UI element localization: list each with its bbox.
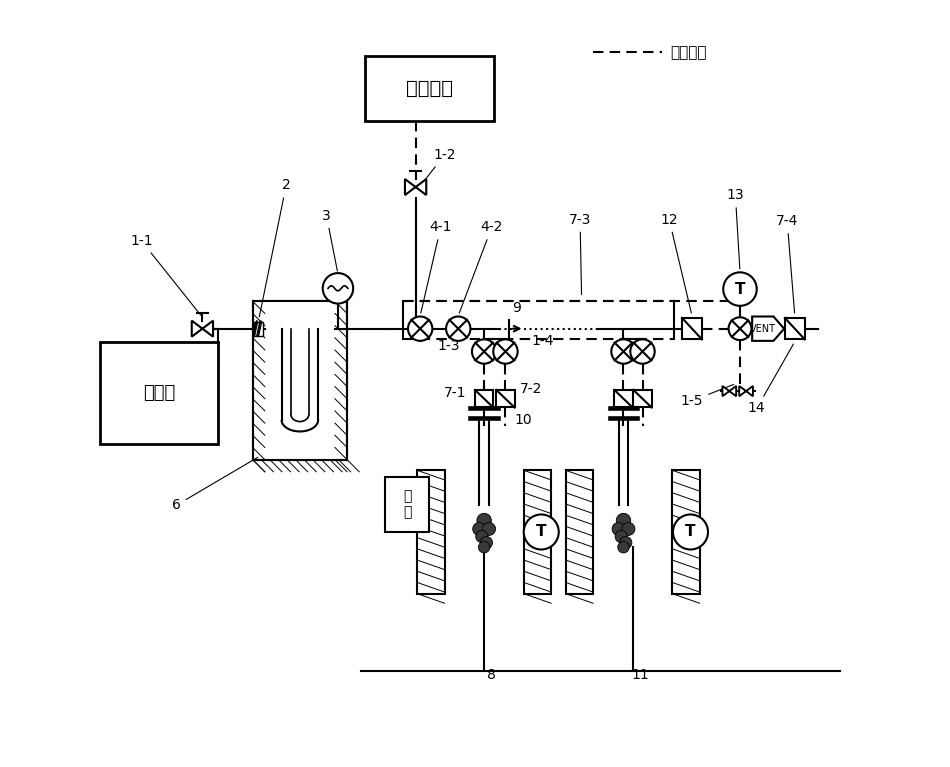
Text: 配气系统: 配气系统	[406, 79, 453, 98]
Text: 光
源: 光 源	[403, 489, 411, 520]
Text: 14: 14	[748, 344, 793, 416]
Bar	[634, 390, 652, 407]
Text: 5: 5	[325, 331, 333, 344]
Text: 10: 10	[515, 413, 533, 427]
Bar	[673, 470, 699, 594]
Circle shape	[615, 531, 627, 542]
Text: T: T	[734, 281, 745, 297]
Circle shape	[523, 515, 559, 549]
Circle shape	[619, 537, 632, 548]
Polygon shape	[722, 386, 736, 397]
Bar	[496, 390, 515, 407]
Circle shape	[631, 339, 655, 364]
Text: 7-3: 7-3	[569, 212, 591, 295]
Text: 11: 11	[632, 668, 649, 682]
Text: 真空泵: 真空泵	[143, 384, 176, 402]
Text: VENT: VENT	[750, 324, 776, 334]
Text: 6: 6	[172, 457, 257, 512]
Text: 7-1: 7-1	[444, 387, 466, 400]
Text: 8: 8	[487, 668, 496, 682]
Text: 2: 2	[259, 179, 291, 317]
Text: 7-2: 7-2	[521, 383, 542, 397]
Bar	[475, 390, 493, 407]
Bar	[785, 318, 805, 339]
Circle shape	[446, 317, 470, 341]
Circle shape	[473, 522, 485, 535]
Bar	[265, 301, 335, 459]
Text: 4-1: 4-1	[421, 220, 452, 313]
Bar	[565, 470, 593, 594]
Text: 7-4: 7-4	[776, 214, 798, 313]
Text: 1-5: 1-5	[681, 384, 733, 408]
Text: T: T	[685, 525, 695, 539]
Bar	[615, 390, 633, 407]
Circle shape	[493, 339, 518, 364]
Text: 13: 13	[727, 188, 744, 268]
Circle shape	[408, 317, 432, 341]
Circle shape	[483, 522, 496, 535]
Bar	[253, 301, 347, 459]
Circle shape	[622, 522, 635, 535]
Bar	[385, 477, 429, 532]
Circle shape	[673, 515, 708, 549]
Polygon shape	[405, 179, 427, 195]
Circle shape	[323, 273, 353, 304]
Polygon shape	[192, 321, 213, 337]
Circle shape	[723, 272, 757, 306]
Circle shape	[617, 513, 631, 528]
Circle shape	[477, 513, 491, 528]
Circle shape	[618, 542, 629, 553]
Bar	[255, 322, 263, 335]
Circle shape	[476, 531, 488, 542]
Text: 1-3: 1-3	[437, 339, 460, 353]
Text: 1-4: 1-4	[531, 334, 554, 348]
Bar	[365, 56, 494, 120]
Polygon shape	[739, 386, 753, 397]
Bar	[101, 341, 218, 444]
Circle shape	[481, 537, 492, 548]
Text: 保温管线: 保温管线	[671, 44, 707, 60]
Text: 9: 9	[512, 301, 522, 315]
Text: 12: 12	[660, 212, 692, 313]
Bar	[253, 301, 347, 459]
Circle shape	[729, 318, 751, 340]
Text: 1-1: 1-1	[130, 234, 200, 315]
Bar	[682, 318, 702, 339]
Text: T: T	[536, 525, 546, 539]
Bar	[523, 470, 551, 594]
Circle shape	[611, 339, 636, 364]
Text: 3: 3	[322, 209, 337, 271]
Text: 1-2: 1-2	[421, 148, 456, 185]
Text: 4-2: 4-2	[459, 220, 503, 313]
Polygon shape	[752, 317, 784, 341]
Circle shape	[472, 339, 496, 364]
Circle shape	[479, 542, 490, 553]
Circle shape	[612, 522, 625, 535]
Bar	[417, 470, 445, 594]
